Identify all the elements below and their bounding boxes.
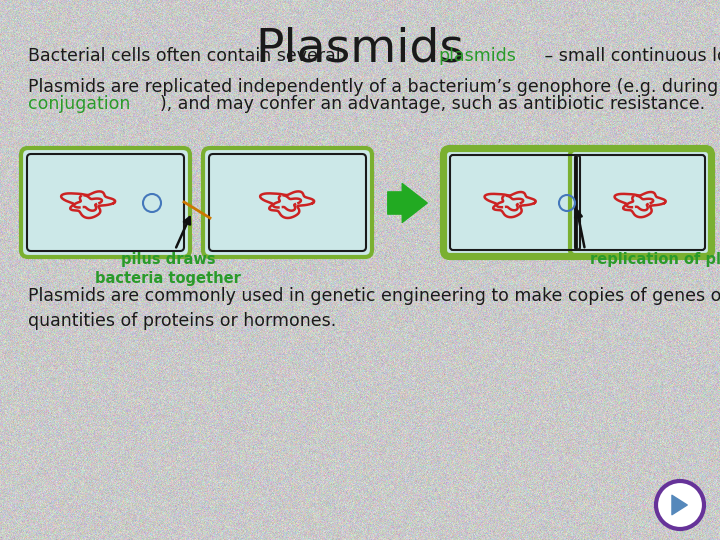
FancyBboxPatch shape	[570, 150, 710, 255]
Text: – small continuous loops of DNA.: – small continuous loops of DNA.	[539, 47, 720, 65]
Text: conjugation: conjugation	[28, 95, 130, 113]
Text: Bacterial cells often contain several: Bacterial cells often contain several	[28, 47, 346, 65]
Text: Plasmids are replicated independently of a bacterium’s genophore (e.g. during: Plasmids are replicated independently of…	[28, 78, 720, 96]
FancyBboxPatch shape	[203, 148, 372, 257]
Text: replication of plasmid: replication of plasmid	[590, 252, 720, 267]
Text: plasmids: plasmids	[438, 47, 516, 65]
FancyArrowPatch shape	[672, 495, 687, 515]
Text: Plasmids are commonly used in genetic engineering to make copies of genes or lar: Plasmids are commonly used in genetic en…	[28, 287, 720, 330]
FancyBboxPatch shape	[568, 148, 712, 257]
Text: pilus draws
bacteria together: pilus draws bacteria together	[95, 252, 241, 286]
FancyArrowPatch shape	[388, 184, 427, 222]
FancyBboxPatch shape	[442, 147, 713, 258]
Text: Plasmids: Plasmids	[256, 27, 464, 72]
FancyBboxPatch shape	[445, 150, 585, 255]
Circle shape	[656, 481, 704, 529]
FancyBboxPatch shape	[21, 148, 190, 257]
Text: ), and may confer an advantage, such as antibiotic resistance.: ), and may confer an advantage, such as …	[160, 95, 705, 113]
FancyBboxPatch shape	[443, 148, 587, 257]
